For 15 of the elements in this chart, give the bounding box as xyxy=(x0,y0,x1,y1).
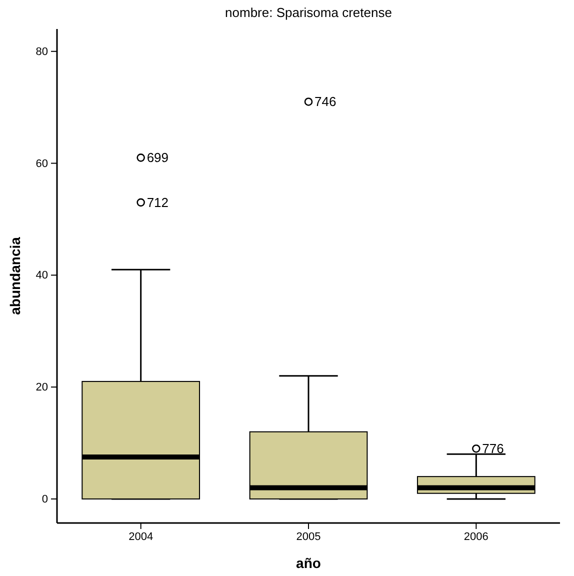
x-axis-title: año xyxy=(296,555,321,571)
y-tick-label: 20 xyxy=(36,382,48,394)
x-tick-label: 2005 xyxy=(296,530,321,543)
chart-title: nombre: Sparisoma cretense xyxy=(225,5,392,20)
y-tick-label: 60 xyxy=(36,158,48,170)
annotation: 699 xyxy=(146,150,169,166)
y-tick-label: 80 xyxy=(36,46,48,58)
annotation: 776 xyxy=(482,441,504,456)
annotation: 746 xyxy=(314,94,336,110)
y-axis-title: abundancia xyxy=(7,236,23,315)
y-tick-label: 0 xyxy=(42,493,48,506)
annotation: 712 xyxy=(146,194,169,210)
y-tick-label: 40 xyxy=(36,270,48,282)
x-tick-label: 2004 xyxy=(128,530,154,543)
x-tick-label: 2006 xyxy=(464,530,488,543)
